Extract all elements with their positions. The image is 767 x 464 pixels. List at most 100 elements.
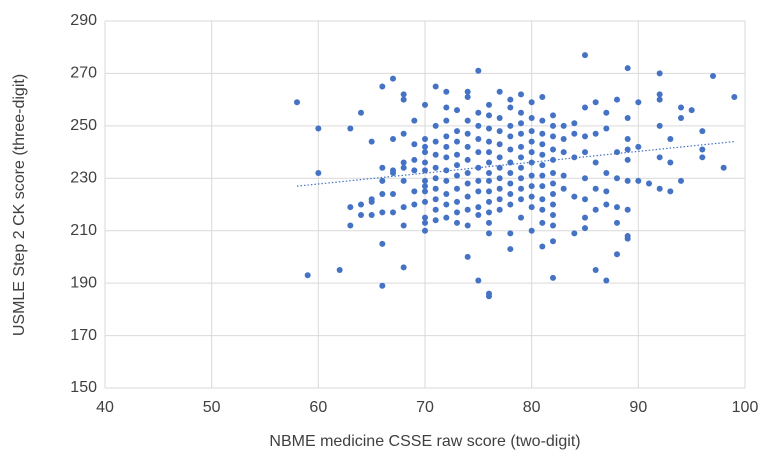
point — [454, 138, 460, 145]
x-tick-label: 60 — [309, 399, 327, 416]
point — [656, 91, 663, 98]
point — [624, 156, 631, 163]
point — [454, 107, 460, 114]
point — [603, 109, 610, 116]
point — [507, 122, 514, 129]
point — [592, 159, 599, 166]
point — [614, 204, 620, 211]
point — [603, 170, 610, 177]
point — [678, 114, 684, 121]
y-tick-label: 270 — [70, 65, 97, 82]
point — [667, 159, 674, 166]
point — [539, 94, 546, 101]
point — [507, 146, 514, 153]
point — [400, 91, 407, 98]
point — [422, 101, 428, 108]
point — [539, 183, 546, 190]
point — [411, 188, 418, 195]
point — [486, 230, 492, 237]
point — [400, 130, 407, 137]
point — [496, 154, 503, 161]
point — [518, 109, 524, 116]
point — [400, 159, 407, 166]
point — [550, 191, 556, 198]
point — [656, 122, 663, 129]
point — [422, 188, 428, 195]
point — [582, 149, 588, 156]
point — [571, 130, 578, 137]
point — [624, 146, 631, 153]
point — [507, 104, 514, 111]
point — [560, 122, 567, 129]
point — [422, 149, 428, 156]
point — [528, 227, 535, 234]
point — [422, 227, 428, 234]
point — [432, 185, 439, 192]
point — [464, 206, 471, 213]
point — [528, 172, 535, 179]
point — [368, 211, 375, 218]
point — [400, 264, 407, 271]
point — [518, 120, 524, 127]
point — [486, 177, 492, 184]
point — [571, 230, 578, 237]
point — [486, 293, 492, 300]
point — [496, 206, 503, 213]
point — [379, 191, 386, 198]
point — [496, 88, 503, 95]
point — [614, 175, 620, 182]
point — [486, 188, 492, 195]
point — [411, 141, 418, 148]
point — [550, 112, 556, 119]
point — [507, 96, 514, 103]
y-tick-label: 170 — [70, 327, 97, 344]
point — [486, 125, 492, 132]
point — [347, 204, 354, 211]
point — [422, 167, 428, 174]
point — [507, 201, 514, 208]
point — [635, 143, 642, 150]
point — [582, 175, 588, 182]
point — [443, 191, 450, 198]
point — [464, 253, 471, 260]
point — [678, 177, 684, 184]
point — [379, 83, 386, 90]
point — [475, 188, 482, 195]
point — [518, 91, 524, 98]
point — [464, 117, 471, 124]
point — [528, 193, 535, 200]
point — [624, 206, 631, 213]
x-tick-label: 70 — [416, 399, 434, 416]
point — [390, 170, 396, 177]
point — [656, 70, 663, 77]
point — [528, 114, 535, 121]
point — [507, 133, 514, 140]
point — [486, 138, 492, 145]
point — [518, 130, 524, 137]
point — [400, 204, 407, 211]
point — [464, 180, 471, 187]
x-tick-label: 40 — [96, 399, 114, 416]
point — [603, 188, 610, 195]
point — [507, 246, 514, 253]
point — [422, 135, 428, 142]
point — [432, 217, 439, 224]
point — [390, 135, 396, 142]
point — [699, 128, 706, 135]
point — [411, 117, 418, 124]
point — [454, 151, 460, 158]
point — [507, 159, 514, 166]
point — [411, 156, 418, 163]
point — [315, 170, 322, 177]
point — [464, 222, 471, 229]
y-axis-title: USMLE Step 2 CK score (three-digit) — [11, 74, 28, 336]
point — [347, 222, 354, 229]
point — [550, 222, 556, 229]
point — [475, 277, 482, 284]
point — [592, 185, 599, 192]
point — [624, 235, 631, 242]
point — [358, 201, 364, 208]
y-tick-label: 230 — [70, 170, 97, 187]
point — [368, 138, 375, 145]
